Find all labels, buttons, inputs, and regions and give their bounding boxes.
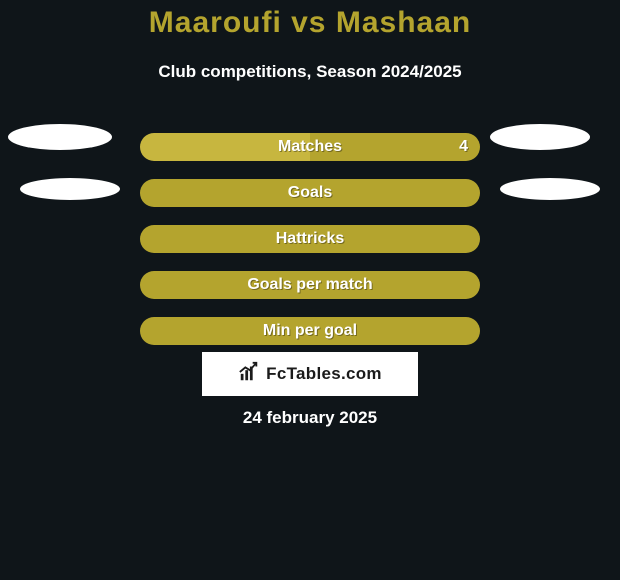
subtitle: Club competitions, Season 2024/2025 xyxy=(0,62,620,82)
stat-label: Min per goal xyxy=(263,322,357,340)
stat-value-right: 4 xyxy=(459,138,468,156)
stat-pill: Matches 4 xyxy=(140,133,480,161)
brand-chart-icon xyxy=(238,361,260,388)
stat-pill: Goals per match xyxy=(140,271,480,299)
stat-row-hattricks: Hattricks xyxy=(0,216,620,262)
stat-pill: Hattricks xyxy=(140,225,480,253)
date-line: 24 february 2025 xyxy=(0,408,620,428)
page-title: Maaroufi vs Mashaan xyxy=(0,6,620,40)
brand-text: FcTables.com xyxy=(266,364,382,384)
stat-row-goals-per-match: Goals per match xyxy=(0,262,620,308)
stat-label: Goals per match xyxy=(247,276,372,294)
comparison-infographic: Maaroufi vs Mashaan Club competitions, S… xyxy=(0,0,620,580)
stat-pill: Goals xyxy=(140,179,480,207)
stat-pill: Min per goal xyxy=(140,317,480,345)
stat-row-matches: Matches 4 xyxy=(0,124,620,170)
stat-row-min-per-goal: Min per goal xyxy=(0,308,620,354)
brand-box: FcTables.com xyxy=(202,352,418,396)
stat-label: Hattricks xyxy=(276,230,344,248)
stat-row-goals: Goals xyxy=(0,170,620,216)
stat-label: Goals xyxy=(288,184,332,202)
stat-rows: Matches 4 Goals Hattricks Goals per matc… xyxy=(0,124,620,354)
stat-label: Matches xyxy=(278,138,342,156)
